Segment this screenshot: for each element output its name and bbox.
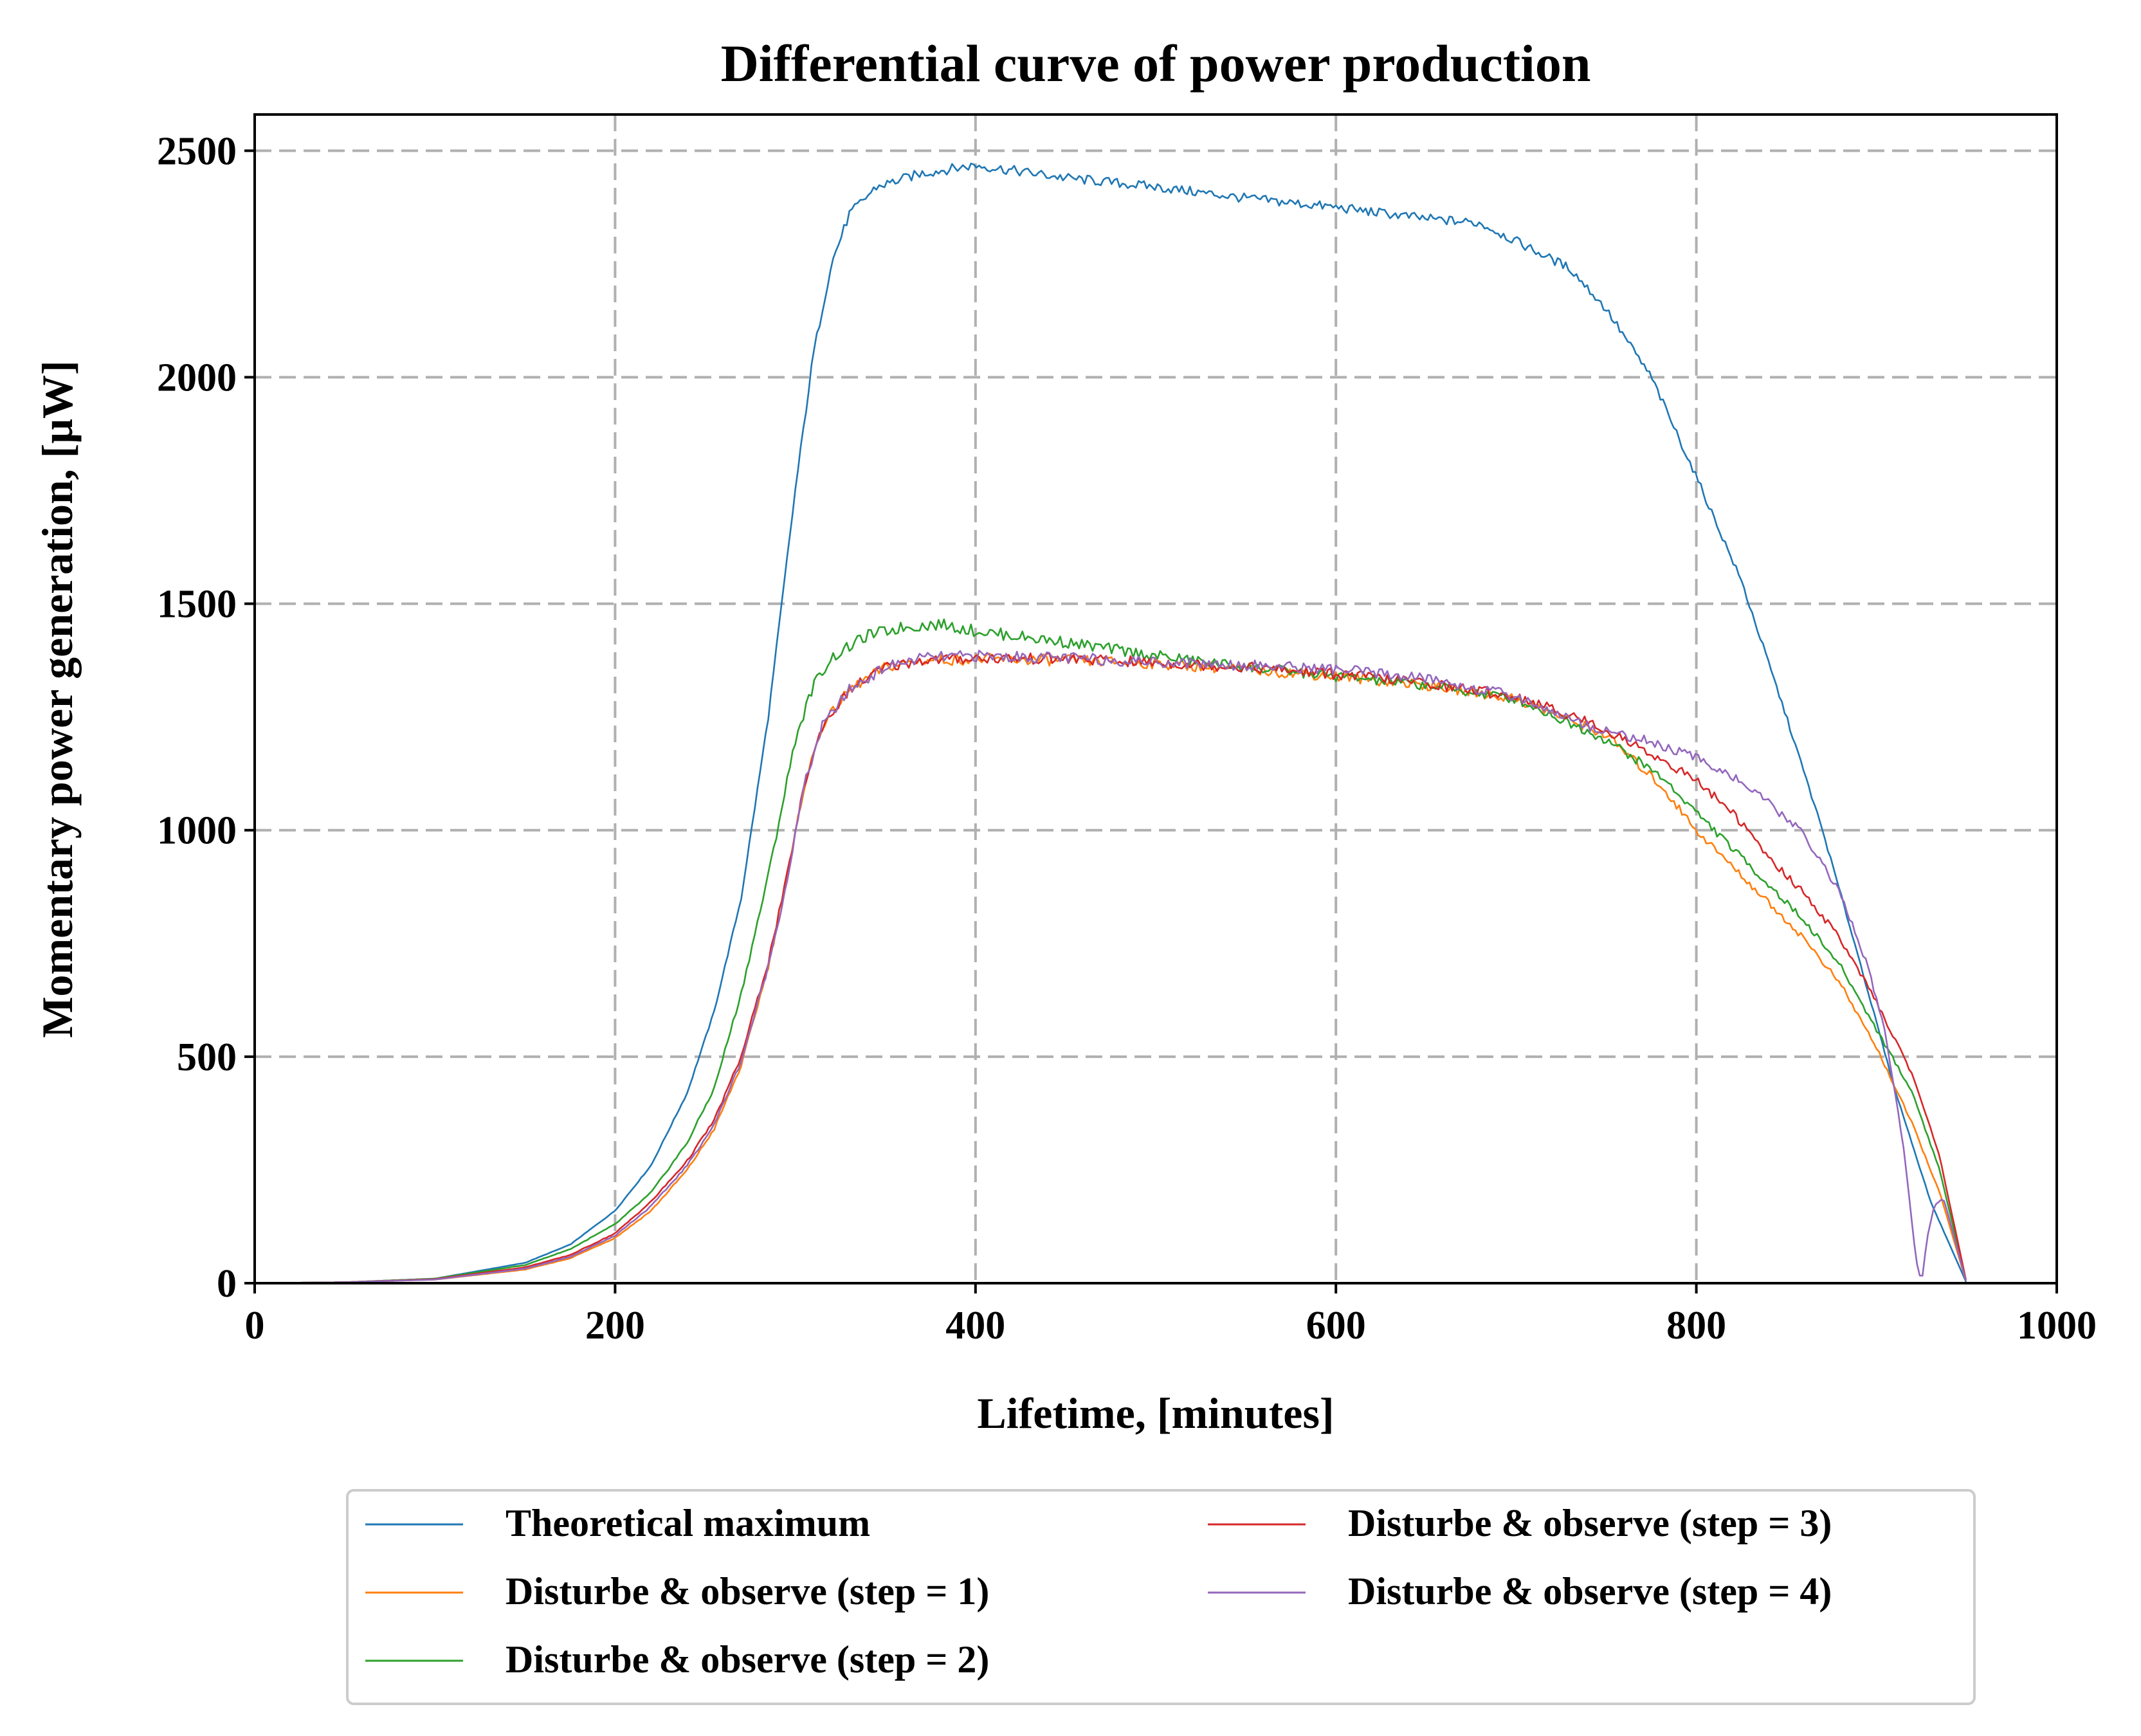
chart-title: Differential curve of power production [721, 34, 1591, 93]
y-tick-label: 0 [217, 1262, 237, 1306]
series-lines [253, 162, 1967, 1284]
y-tick-label: 1500 [157, 583, 237, 626]
y-axis-label: Momentary power generation, [μW] [33, 360, 82, 1037]
legend-label: Disturbe & observe (step = 2) [506, 1638, 989, 1681]
x-tick-label: 1000 [2017, 1304, 2097, 1348]
x-axis-label: Lifetime, [minutes] [977, 1389, 1334, 1438]
grid-lines [255, 114, 2057, 1283]
y-tick-label: 1000 [157, 809, 237, 853]
y-tick-label: 2500 [157, 129, 237, 173]
legend: Theoretical maximum Disturbe & observe (s… [346, 1489, 1976, 1705]
x-tick-label: 600 [1306, 1304, 1366, 1348]
x-tick-label: 800 [1666, 1304, 1726, 1348]
series-line [253, 653, 1967, 1284]
x-tick-label: 400 [945, 1304, 1005, 1348]
y-axis-ticks: 0 500 1000 1500 2000 2500 [157, 129, 255, 1306]
series-line [253, 652, 1967, 1284]
y-tick-label: 2000 [157, 356, 237, 399]
y-tick-label: 500 [177, 1036, 237, 1079]
series-line [253, 618, 1967, 1284]
legend-label: Theoretical maximum [506, 1502, 870, 1544]
legend-label: Disturbe & observe (step = 3) [1348, 1502, 1832, 1544]
legend-entries: Theoretical maximum Disturbe & observe (s… [365, 1502, 1832, 1681]
plot-frame [253, 113, 2058, 1284]
x-tick-label: 200 [585, 1304, 645, 1348]
series-line [253, 162, 1967, 1284]
x-tick-label: 0 [245, 1304, 265, 1348]
legend-label: Disturbe & observe (step = 4) [1348, 1570, 1832, 1613]
legend-label: Disturbe & observe (step = 1) [506, 1570, 989, 1613]
x-axis-ticks: 0 200 400 600 800 1000 [245, 1283, 2097, 1348]
series-line [253, 650, 1967, 1284]
legend-box [346, 1489, 1976, 1705]
